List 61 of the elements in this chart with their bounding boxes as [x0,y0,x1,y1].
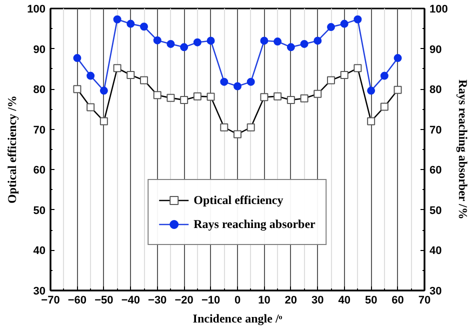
y-tick-label: 100 [27,4,46,16]
y-tick-label: 40 [33,245,46,258]
y-tick-label: 30 [33,286,46,298]
legend-label: Optical efficiency [194,192,284,208]
x-tick-label: −50 [94,294,114,306]
point [314,36,322,45]
point [394,54,402,62]
legend-label: Rays reaching absorber [194,216,316,232]
y2-tick-label: 30 [430,286,442,298]
y2-axis-title: Rays reaching absorber /% [456,79,470,220]
point [220,78,228,86]
x-axis-title: Incidence angle /ᵒ [192,312,283,326]
point [166,40,175,48]
point [234,82,242,90]
point [354,15,362,24]
x-tick-label: −70 [41,294,60,306]
x-tick-label: 70 [418,294,431,306]
point [193,38,202,46]
point [340,20,348,28]
point [100,86,108,95]
x-tick-label: −40 [121,294,140,306]
x-tick-label: 0 [234,294,241,306]
point [300,40,308,48]
point [140,22,148,31]
x-tick-label: 30 [312,294,324,306]
x-tick-label: −10 [201,294,220,306]
x-tick-label: 60 [392,294,404,306]
point [153,36,162,44]
y2-tick-label: 100 [430,4,448,16]
y-tick-label: 50 [33,204,46,217]
y2-tick-label: 80 [430,84,442,96]
point [86,72,95,80]
point [367,86,376,95]
x-tick-label: 10 [258,294,270,306]
y-tick-label: 90 [33,44,46,56]
x-tick-label: 50 [364,294,378,306]
y-tick-label: 60 [33,164,46,177]
point [286,43,295,52]
x-tick-label: −30 [148,294,167,306]
y-tick-label: 70 [33,124,46,136]
y2-tick-label: 90 [430,44,442,56]
y-axis-title: Optical efficiency /% [5,96,20,204]
point [73,54,82,62]
point [260,36,268,45]
point [380,72,388,80]
point [113,15,122,24]
y-tick-label: 80 [33,84,46,96]
x-tick-label: 40 [338,294,350,306]
x-tick-label: −60 [68,294,87,306]
y2-tick-label: 60 [430,164,442,177]
y2-tick-label: 40 [430,245,442,258]
point [206,36,215,45]
point [274,38,282,46]
x-tick-label: 20 [284,294,298,306]
point [180,43,188,52]
x-tick-label: −20 [174,294,194,306]
y2-tick-label: 50 [430,204,442,217]
point [327,23,335,32]
y2-tick-label: 70 [430,124,442,136]
point [126,20,135,28]
point [246,78,255,86]
